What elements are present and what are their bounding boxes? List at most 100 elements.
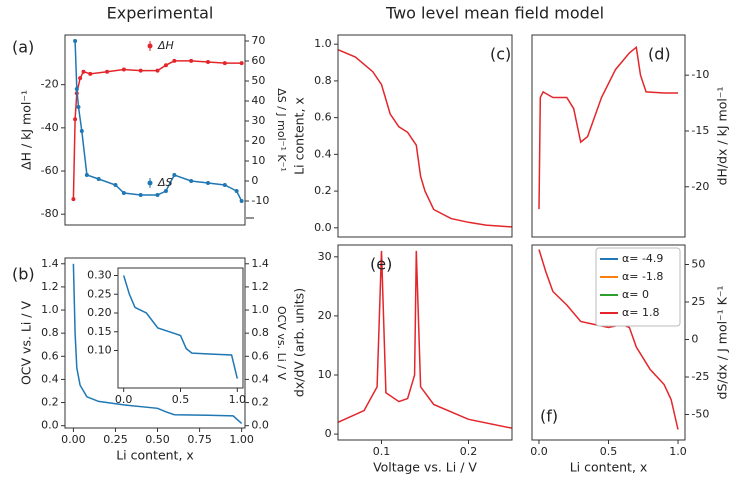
y-tick-label: -80 — [41, 207, 59, 220]
series-line — [338, 49, 512, 228]
marker — [113, 183, 118, 187]
marker — [105, 69, 110, 74]
y-tick-label: 0.8 — [41, 326, 59, 339]
marker — [88, 71, 93, 76]
y-tick-label: 70 — [251, 34, 265, 47]
marker — [121, 67, 126, 72]
marker — [205, 59, 210, 64]
y-tick-label: 1.0 — [251, 303, 269, 316]
y-tick-label: 0 — [691, 333, 698, 346]
y-tick-label: -50 — [691, 408, 709, 421]
y-tick-label: 10 — [251, 154, 265, 167]
x-axis-label: Li content, x — [116, 448, 194, 463]
plot-background — [532, 35, 685, 237]
legend-label: ΔS — [157, 176, 173, 189]
legend-label: α= -4.9 — [622, 252, 663, 265]
y-tick-label: 0.30 — [87, 269, 112, 282]
x-tick-label: 0.5 — [600, 445, 618, 458]
y-tick-label: 0.4 — [314, 147, 332, 160]
marker — [172, 173, 177, 177]
y-tick-label: 0.6 — [251, 349, 269, 362]
legend-box — [595, 247, 681, 327]
y2-axis-label: ΔS / J mol⁻¹ K⁻¹ — [275, 88, 288, 172]
marker — [163, 63, 168, 68]
y-tick-label: -20 — [41, 78, 59, 91]
y-tick-label: 1.4 — [251, 257, 269, 270]
y-axis-label: Li content, x — [292, 97, 307, 175]
y-tick-label: 40 — [251, 94, 265, 107]
x-tick-label: 1.0 — [669, 445, 687, 458]
marker — [163, 189, 168, 193]
plot-area — [338, 49, 512, 228]
marker — [121, 191, 126, 195]
marker — [222, 183, 227, 187]
y-tick-label: 0.0 — [251, 419, 269, 432]
x-tick-label: 0.25 — [103, 433, 128, 446]
y-axis-label: dS/dx / J mol⁻¹ K⁻¹ — [715, 286, 730, 400]
panel-title: Experimental — [107, 4, 214, 23]
series-line — [538, 45, 678, 210]
x-tick-label: 0.1 — [373, 445, 391, 458]
y-tick-label: 20 — [318, 309, 332, 322]
x-tick-label: 0.50 — [145, 433, 170, 446]
y-axis-label: dH/dx / kJ mol⁻¹ — [715, 87, 730, 186]
plot-area — [71, 39, 244, 203]
y-tick-label: 0.8 — [251, 326, 269, 339]
y-tick-label: 1.0 — [41, 303, 59, 316]
plot-background — [65, 35, 245, 225]
y-tick-label: -15 — [691, 124, 709, 137]
plot-background — [338, 35, 512, 237]
y-tick-label: 20 — [251, 134, 265, 147]
frame — [337, 244, 513, 441]
marker — [205, 181, 210, 185]
panel-label: (e) — [370, 255, 392, 274]
y-tick-label: 1.2 — [251, 280, 269, 293]
marker — [234, 189, 239, 193]
y-tick-label: 10 — [318, 368, 332, 381]
panel-label: (a) — [12, 38, 34, 57]
y-tick-label: 0.2 — [251, 396, 269, 409]
y-axis-label: dx/dV (arb. units) — [292, 288, 307, 397]
legend-label: α= 0 — [622, 288, 649, 301]
panel-label: (d) — [648, 45, 671, 64]
y-tick-label: 1.2 — [41, 280, 59, 293]
frame — [531, 34, 686, 238]
y-tick-label: 50 — [251, 74, 265, 87]
marker — [222, 61, 227, 66]
series-line — [122, 275, 239, 379]
x-tick-label: 0.0 — [115, 393, 133, 406]
y-tick-label: 0.2 — [41, 396, 59, 409]
plot-area — [338, 250, 512, 429]
plot-area — [538, 45, 678, 210]
y-tick-label: 0.4 — [251, 372, 269, 385]
y-axis-label: OCV vs. Li / V — [19, 301, 34, 386]
marker — [81, 69, 86, 74]
marker — [73, 117, 78, 122]
marker — [239, 61, 244, 66]
marker — [155, 68, 160, 73]
plot-background — [118, 268, 243, 388]
frame — [337, 34, 513, 238]
plot-area — [72, 263, 243, 424]
y-tick-label: -20 — [691, 180, 709, 193]
y-tick-label: 0.15 — [87, 325, 112, 338]
y-tick-label: 25 — [691, 295, 705, 308]
marker — [189, 58, 194, 63]
frame — [64, 257, 246, 429]
x-axis-label: Voltage vs. Li / V — [373, 460, 477, 475]
series-line — [72, 60, 242, 200]
series-line — [338, 250, 512, 429]
y-tick-label: 60 — [251, 54, 265, 67]
y-tick-label: 0 — [251, 174, 258, 187]
y-tick-label: -40 — [41, 121, 59, 134]
series-line — [72, 263, 243, 424]
panel-title: Two level mean field model — [385, 4, 604, 23]
y-tick-label: 0 — [325, 427, 332, 440]
y-tick-label: 0.8 — [314, 74, 332, 87]
panel-label: (c) — [490, 45, 511, 64]
marker — [138, 193, 143, 197]
marker — [79, 129, 84, 133]
x-tick-label: 1.00 — [229, 433, 254, 446]
marker — [71, 197, 76, 202]
